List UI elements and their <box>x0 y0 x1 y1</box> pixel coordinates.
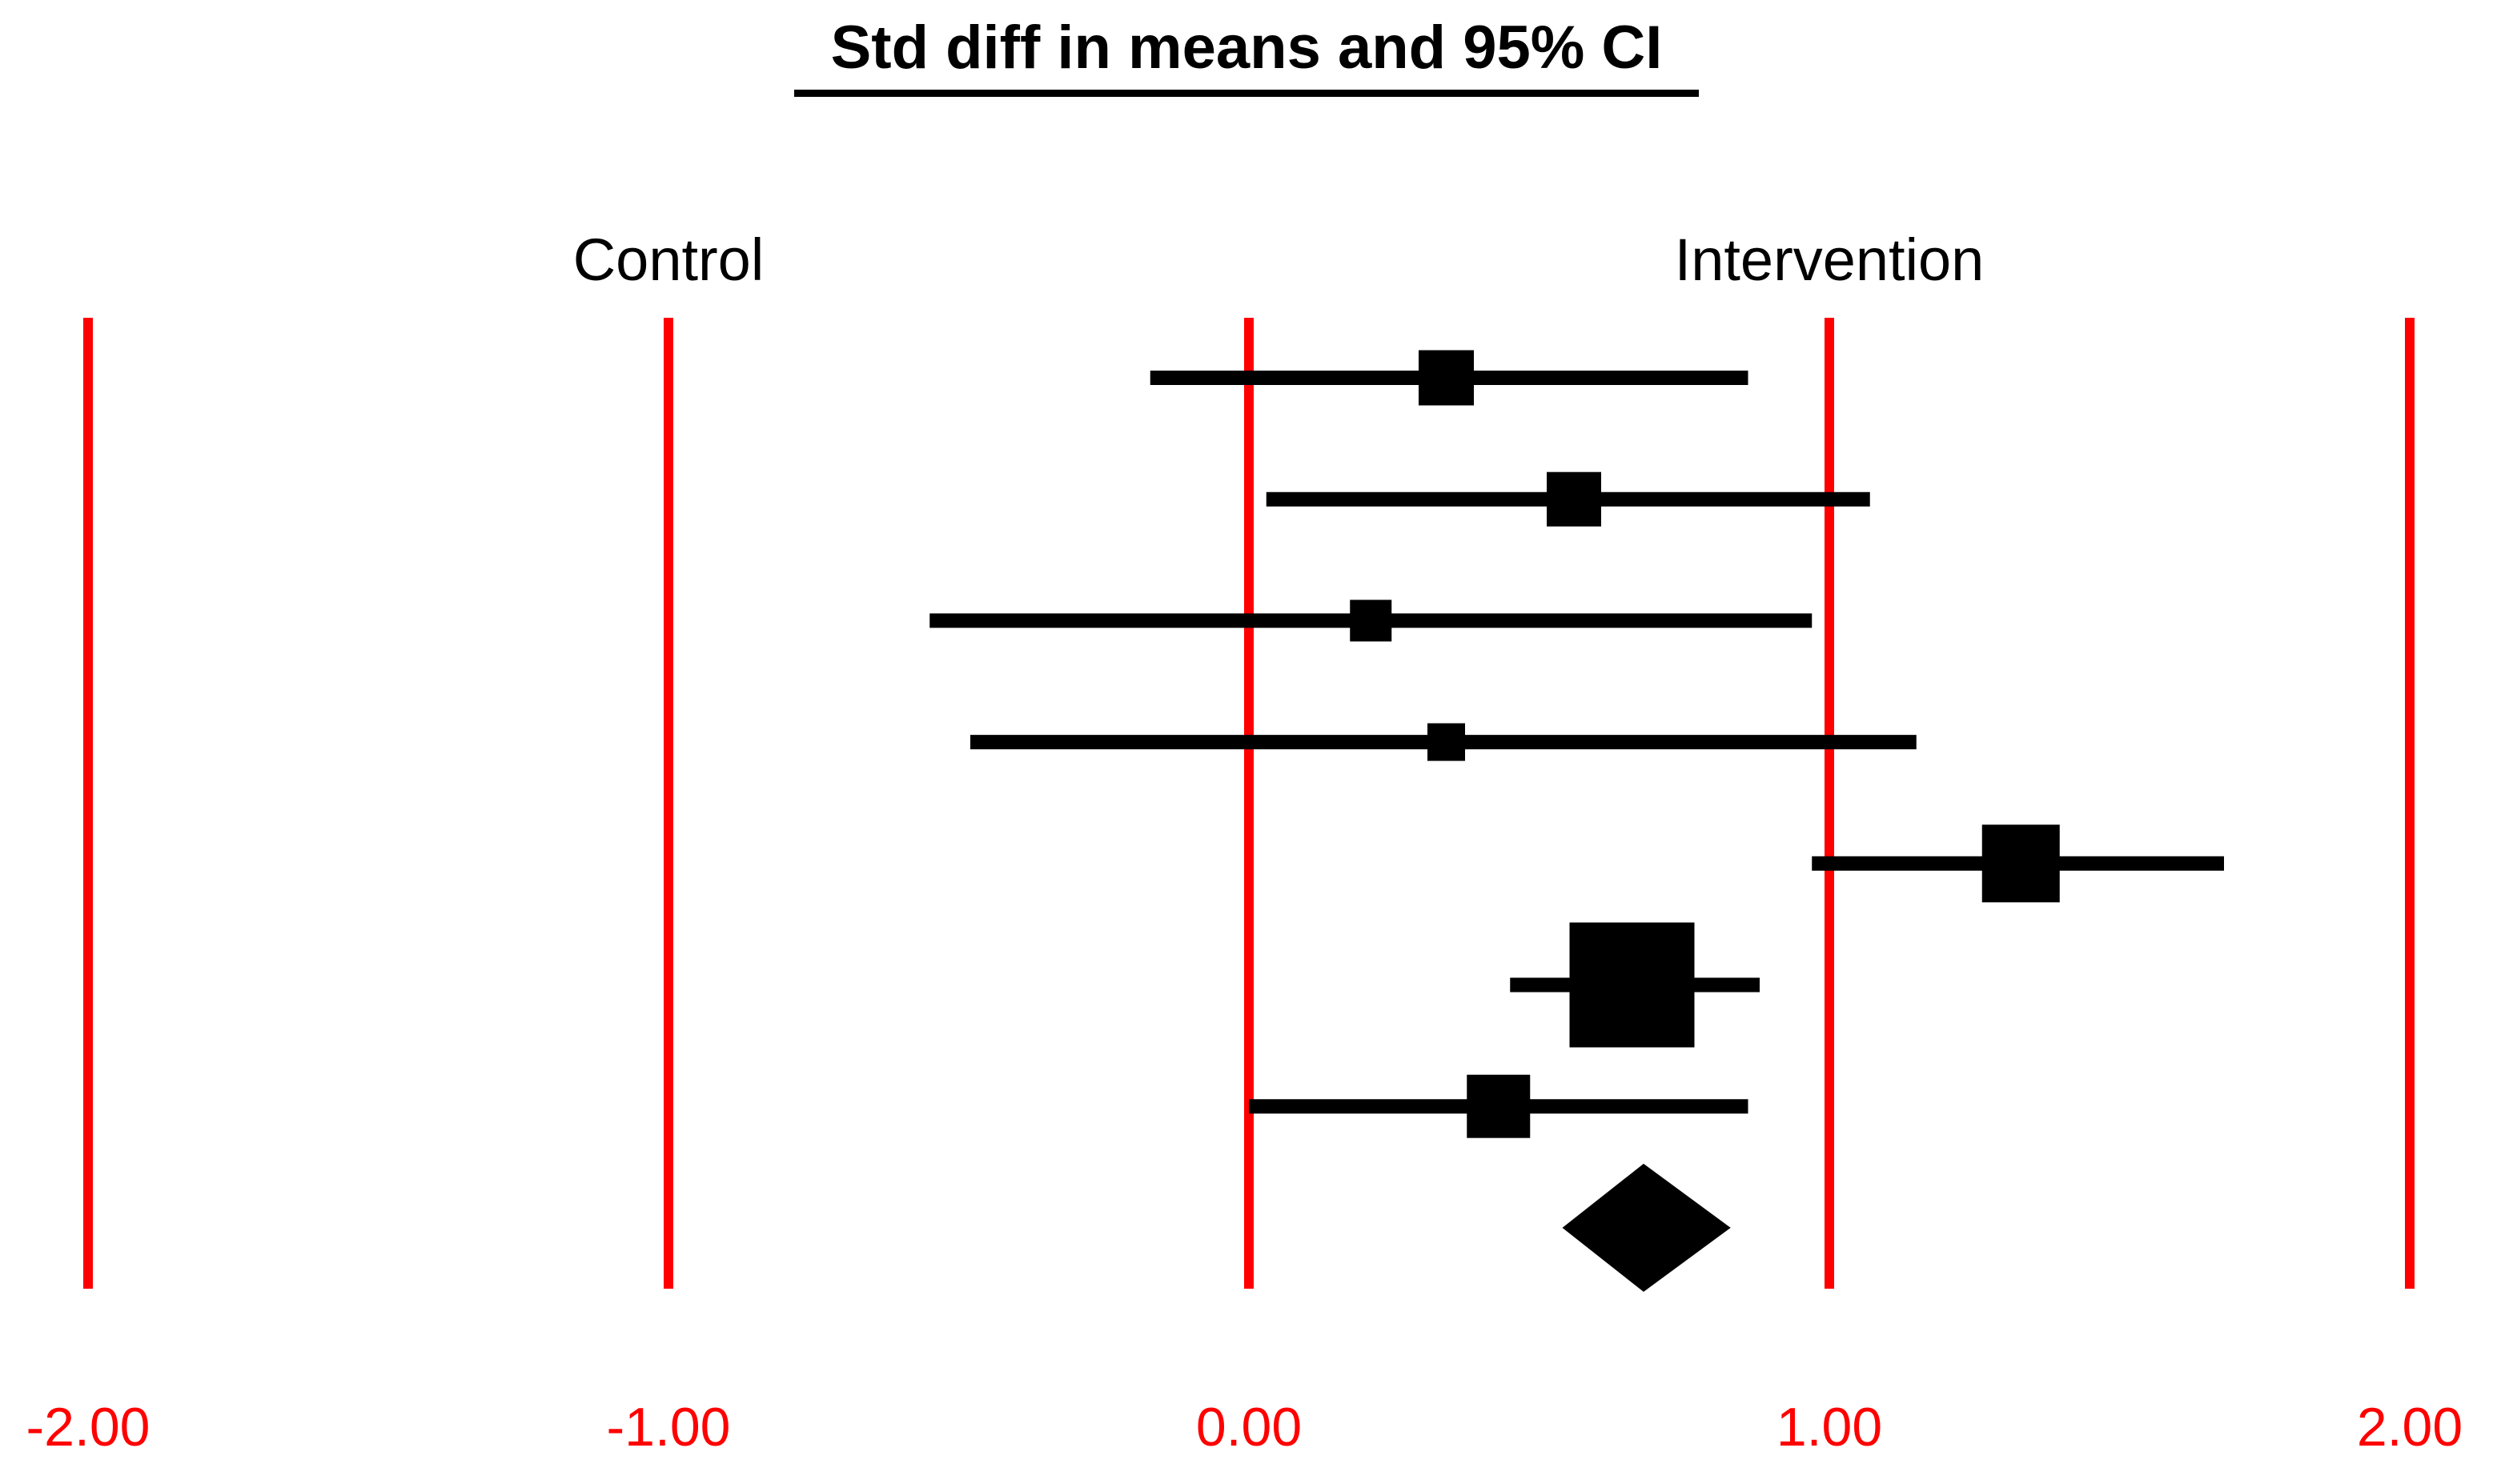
chart-title: Std diff in means and 95% CI <box>0 18 2493 97</box>
group-label-intervention: Intervention <box>1674 227 1985 293</box>
axis-tick-label--2.00: -2.00 <box>26 1397 151 1458</box>
pooled-diamond <box>1562 1163 1731 1292</box>
group-label-control: Control <box>572 227 765 293</box>
chart-title-text: Std diff in means and 95% CI <box>793 18 1700 97</box>
axis-tick-label--1.00: -1.00 <box>607 1397 731 1458</box>
axis-tick-label-2.00: 2.00 <box>2357 1397 2463 1458</box>
study-4-marker <box>1427 723 1465 761</box>
study-3-marker <box>1350 600 1392 642</box>
axis-tick-label-1.00: 1.00 <box>1776 1397 1882 1458</box>
study-2-marker <box>1547 471 1601 527</box>
axis-tick-label-0.00: 0.00 <box>1196 1397 1302 1458</box>
study-7-marker <box>1467 1074 1531 1138</box>
study-5-marker <box>1981 824 2060 903</box>
study-1-marker <box>1419 350 1474 406</box>
study-6-marker <box>1569 922 1695 1048</box>
